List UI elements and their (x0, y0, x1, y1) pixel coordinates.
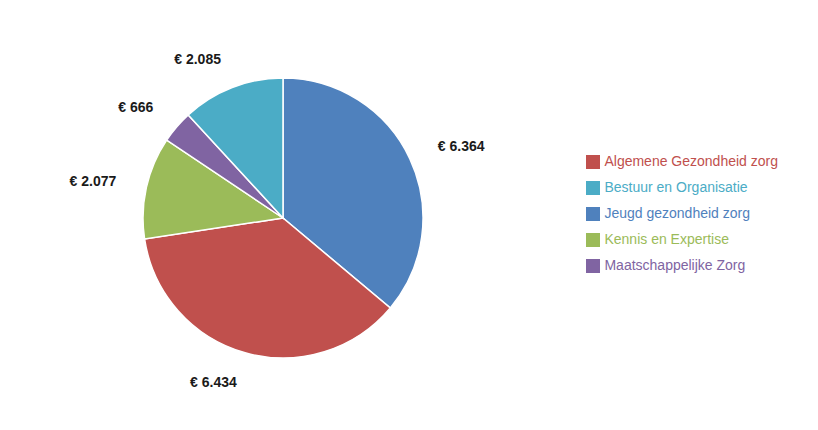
html-text:Bestuur en Organisatie: Bestuur en Organisatie (604, 179, 748, 195)
svg-text:€ 2.085: € 2.085 (174, 51, 221, 67)
html-text:Algemene Gezondheid zorg: Algemene Gezondheid zorg (604, 153, 778, 169)
svg-text:€ 2.077: € 2.077 (70, 173, 117, 189)
svg-text:€ 6.434: € 6.434 (190, 374, 237, 390)
svg-text:€ 666: € 666 (118, 99, 153, 115)
html-text:Kennis en Expertise: Kennis en Expertise (604, 231, 729, 247)
html-text:Jeugd gezondheid zorg: Jeugd gezondheid zorg (604, 205, 750, 221)
svg-text:€ 6.364: € 6.364 (438, 138, 485, 154)
html-text:Maatschappelijke Zorg: Maatschappelijke Zorg (604, 257, 746, 273)
